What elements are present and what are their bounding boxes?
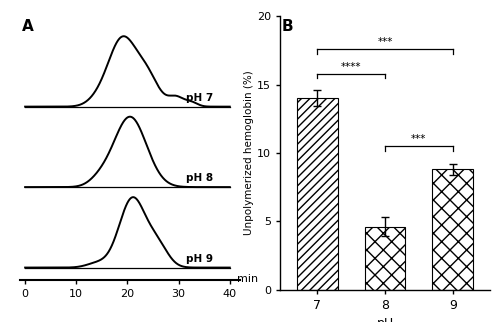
Bar xyxy=(297,98,338,290)
Text: pH 7: pH 7 xyxy=(186,93,214,103)
Text: pH 8: pH 8 xyxy=(186,173,214,183)
Bar xyxy=(364,227,406,290)
Text: ***: *** xyxy=(378,37,392,47)
Text: ****: **** xyxy=(341,62,361,71)
Y-axis label: Unpolymerized hemoglobin (%): Unpolymerized hemoglobin (%) xyxy=(244,71,254,235)
Text: pH 9: pH 9 xyxy=(186,254,214,264)
X-axis label: pH: pH xyxy=(376,317,394,322)
Text: min: min xyxy=(238,274,258,284)
Text: ***: *** xyxy=(411,134,426,144)
Text: A: A xyxy=(22,19,34,34)
Text: B: B xyxy=(282,19,294,34)
Bar xyxy=(432,169,473,290)
